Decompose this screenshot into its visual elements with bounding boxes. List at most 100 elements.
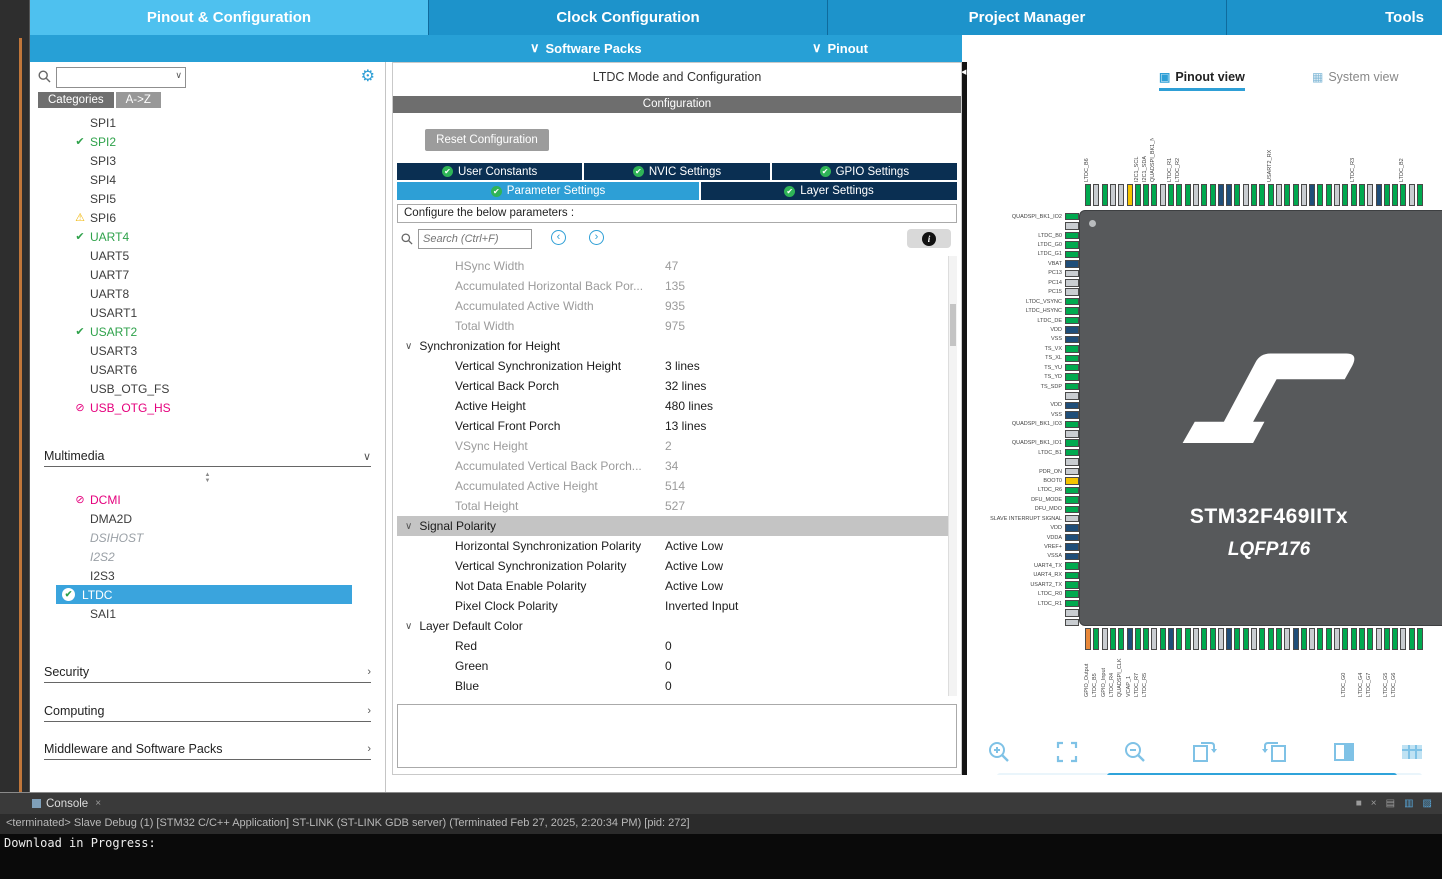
pin-ltdc-r1[interactable] (1168, 184, 1174, 206)
pin-unassigned[interactable] (1234, 628, 1241, 650)
sidebar-item-spi1[interactable]: SPI1 (30, 113, 385, 132)
pin-vbat[interactable] (1065, 260, 1079, 268)
sidebar-item-dcmi[interactable]: DCMI (30, 490, 385, 509)
sidebar-item-usart1[interactable]: USART1 (30, 303, 385, 322)
tab-pinout-view[interactable]: Pinout view (1159, 70, 1245, 91)
section-middleware[interactable]: Middleware and Software Packs (44, 739, 371, 760)
pin-unassigned[interactable] (1242, 628, 1249, 650)
best-fit-icon[interactable] (1055, 740, 1079, 764)
tab-console[interactable]: Console (32, 798, 101, 810)
pin-vdd[interactable] (1065, 401, 1079, 410)
param-row-accumulated-vertical-back-porch[interactable]: Accumulated Vertical Back Porch... 34 (397, 456, 957, 476)
tab-categories[interactable]: Categories (38, 92, 114, 108)
pin-ltdc-r1[interactable] (1065, 599, 1079, 608)
pin-usart2-rx[interactable] (1267, 184, 1274, 206)
pin-unassigned[interactable] (1275, 184, 1282, 206)
pin-quadspi-bk1-io2[interactable] (1065, 212, 1079, 221)
pin-unassigned[interactable] (1284, 628, 1291, 650)
pin-ltdc-hsync[interactable] (1065, 307, 1079, 315)
pin-unassigned[interactable] (1367, 184, 1374, 206)
pin-unassigned[interactable] (1065, 392, 1079, 400)
tab-parameter-settings[interactable]: Parameter Settings (397, 182, 700, 200)
pin-unassigned[interactable] (1317, 628, 1324, 650)
sidebar-item-sai1[interactable]: SAI1 (30, 604, 385, 623)
sidebar-item-i2s2[interactable]: I2S2 (30, 547, 385, 566)
pin-uart4-tx[interactable] (1065, 562, 1079, 570)
sidebar-item-usart2[interactable]: USART2 (30, 322, 385, 341)
pin-ltdc-r2[interactable] (1176, 184, 1183, 206)
param-row-vertical-back-porch[interactable]: Vertical Back Porch 32 lines (397, 376, 957, 396)
param-row-pixel-clock-polarity[interactable]: Pixel Clock Polarity Inverted Input (397, 596, 957, 616)
list-scroll-arrows-icon[interactable] (30, 472, 385, 484)
pin-i2c1-sda[interactable] (1143, 184, 1150, 206)
pin-ltdc-g5[interactable] (1383, 628, 1390, 650)
pin-unassigned[interactable] (1358, 184, 1365, 206)
pin-unassigned[interactable] (1334, 184, 1340, 206)
pin-ltdc-g4[interactable] (1358, 628, 1365, 650)
rotate-clockwise-icon[interactable] (1191, 740, 1218, 764)
sidebar-item-spi3[interactable]: SPI3 (30, 151, 385, 170)
pin-ltdc-g0[interactable] (1342, 628, 1349, 650)
pin-unassigned[interactable] (1192, 628, 1199, 650)
pin-unassigned[interactable] (1325, 628, 1332, 650)
pinout-hscroll-thumb[interactable] (1107, 773, 1397, 775)
pin-ltdc-g7[interactable] (1367, 628, 1374, 650)
pin-unassigned[interactable] (1159, 628, 1166, 650)
pin-unassigned[interactable] (1309, 628, 1316, 650)
pin-unassigned[interactable] (1093, 184, 1100, 206)
remove-launch-icon[interactable]: × (1370, 798, 1377, 809)
sidebar-item-ltdc[interactable]: LTDC (56, 585, 352, 604)
zoom-out-icon[interactable] (1123, 740, 1147, 764)
pin-slave-interrupt-signal[interactable] (1065, 514, 1079, 523)
software-packs-menu[interactable]: Software Packs (530, 40, 642, 56)
pin-ts-yu[interactable] (1065, 363, 1079, 372)
pin-pc14[interactable] (1065, 279, 1079, 287)
pin-unassigned[interactable] (1292, 184, 1299, 206)
param-row-not-data-enable-polarity[interactable]: Not Data Enable Polarity Active Low (397, 576, 957, 596)
param-section-layer-default-color[interactable]: Layer Default Color (397, 616, 957, 636)
split-view-icon[interactable] (1332, 740, 1356, 764)
pin-ltdc-r0[interactable] (1065, 590, 1079, 598)
pin-unassigned[interactable] (1300, 628, 1307, 650)
pin-unassigned[interactable] (1168, 628, 1174, 650)
settings-gear-icon[interactable] (361, 66, 375, 86)
pin-vref[interactable] (1065, 543, 1079, 551)
pin-unassigned[interactable] (1209, 184, 1216, 206)
pin-unassigned[interactable] (1300, 184, 1307, 206)
peripheral-search-combobox[interactable] (56, 67, 186, 88)
parameter-search-input[interactable] (418, 229, 532, 249)
pin-unassigned[interactable] (1408, 628, 1415, 650)
pin-unassigned[interactable] (1259, 184, 1266, 206)
pin-ts-vx[interactable] (1065, 345, 1079, 353)
param-row-green[interactable]: Green 0 (397, 656, 957, 676)
clear-console-icon[interactable]: ■ (1355, 798, 1362, 809)
peripheral-search-input[interactable] (58, 69, 167, 86)
param-row-vsync-height[interactable]: VSync Height 2 (397, 436, 957, 456)
pin-unassigned[interactable] (1309, 184, 1316, 206)
pin-unassigned[interactable] (1408, 184, 1415, 206)
pin-ltdc-vsync[interactable] (1065, 297, 1079, 306)
pin-ltdc-r4[interactable] (1109, 628, 1116, 650)
sidebar-item-dsihost[interactable]: DSIHOST (30, 528, 385, 547)
scrollbar-thumb[interactable] (950, 304, 956, 346)
pin-unassigned[interactable] (1065, 430, 1079, 438)
pin-unassigned[interactable] (1375, 184, 1382, 206)
pin-unassigned[interactable] (1417, 184, 1423, 206)
pin-unassigned[interactable] (1259, 628, 1266, 650)
pin-ltdc-r7[interactable] (1134, 628, 1141, 650)
pin-unassigned[interactable] (1192, 184, 1199, 206)
tab-project-manager[interactable]: Project Manager (828, 0, 1227, 35)
tab-layer-settings[interactable]: Layer Settings (701, 182, 957, 200)
tab-tools[interactable]: Tools (1385, 9, 1424, 26)
tab-pinout-and-configuration[interactable]: Pinout & Configuration (30, 0, 429, 35)
sidebar-item-usb-otg-hs[interactable]: USB_OTG_HS (30, 398, 385, 417)
sidebar-item-spi4[interactable]: SPI4 (30, 170, 385, 189)
pin-unassigned[interactable] (1201, 184, 1208, 206)
pinout-menu[interactable]: Pinout (812, 40, 868, 56)
pin-quadspi-bk1-io3[interactable] (1065, 420, 1079, 429)
param-row-horizontal-synchronization-polarity[interactable]: Horizontal Synchronization Polarity Activ… (397, 536, 957, 556)
pin-dfu-mdo[interactable] (1065, 505, 1079, 514)
sidebar-item-uart8[interactable]: UART8 (30, 284, 385, 303)
pin-unassigned[interactable] (1334, 628, 1340, 650)
pin-unassigned[interactable] (1226, 628, 1233, 650)
